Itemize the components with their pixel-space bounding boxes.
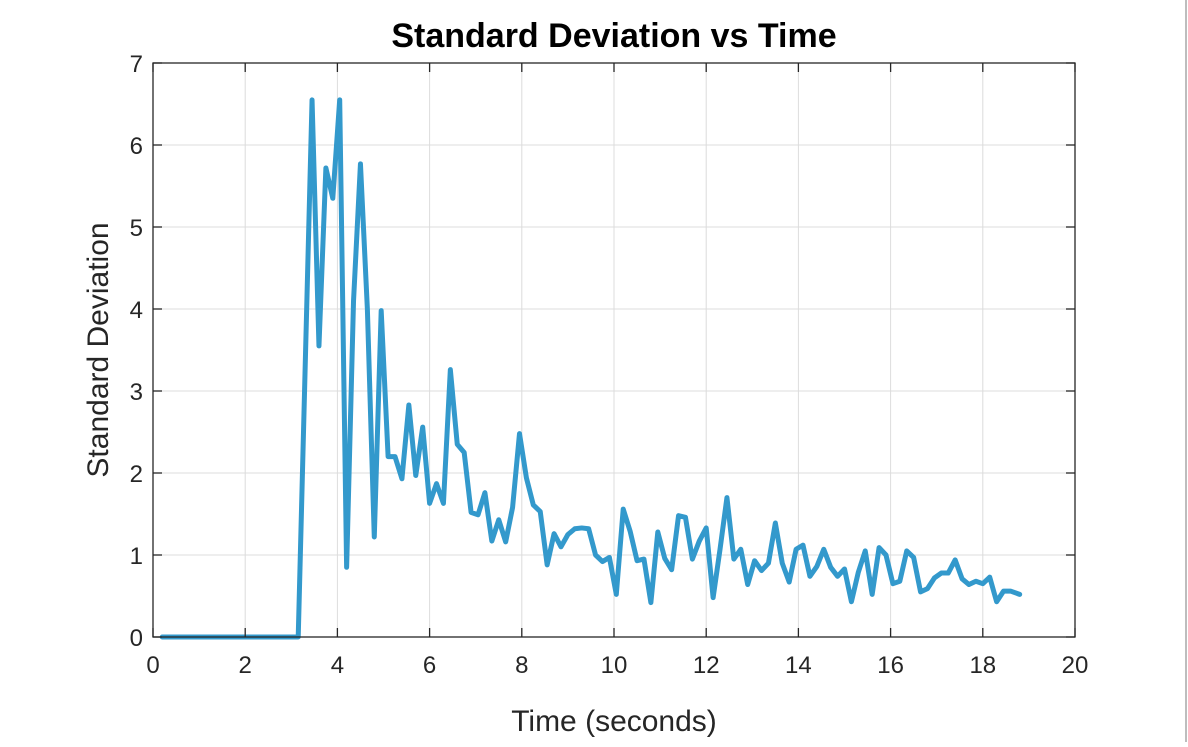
x-tick-label-9: 18 (969, 652, 996, 679)
x-tick-label-2: 4 (331, 652, 344, 679)
series-layer (159, 97, 1023, 640)
y-tick-label-2: 2 (130, 461, 143, 488)
x-tick-label-8: 16 (877, 652, 904, 679)
y-axis-label: Standard Deviation (82, 222, 115, 477)
series-line-0 (159, 97, 1023, 640)
x-tick-label-10: 20 (1062, 652, 1089, 679)
y-tick-label-0: 0 (130, 625, 143, 652)
y-tick-label-6: 6 (130, 133, 143, 160)
chart-title: Standard Deviation vs Time (391, 17, 836, 55)
x-axis-label: Time (seconds) (511, 705, 717, 738)
y-tick-label-5: 5 (130, 215, 143, 242)
x-tick-label-7: 14 (785, 652, 812, 679)
grid-layer (152, 62, 1076, 638)
y-tick-label-7: 7 (130, 51, 143, 78)
x-tick-label-4: 8 (515, 652, 528, 679)
y-tick-label-1: 1 (130, 543, 143, 570)
x-tick-label-1: 2 (239, 652, 252, 679)
y-tick-label-4: 4 (130, 297, 143, 324)
x-tick-label-0: 0 (146, 652, 159, 679)
x-tick-label-5: 10 (601, 652, 628, 679)
y-tick-label-3: 3 (130, 379, 143, 406)
x-tick-label-3: 6 (423, 652, 436, 679)
x-tick-label-6: 12 (693, 652, 720, 679)
